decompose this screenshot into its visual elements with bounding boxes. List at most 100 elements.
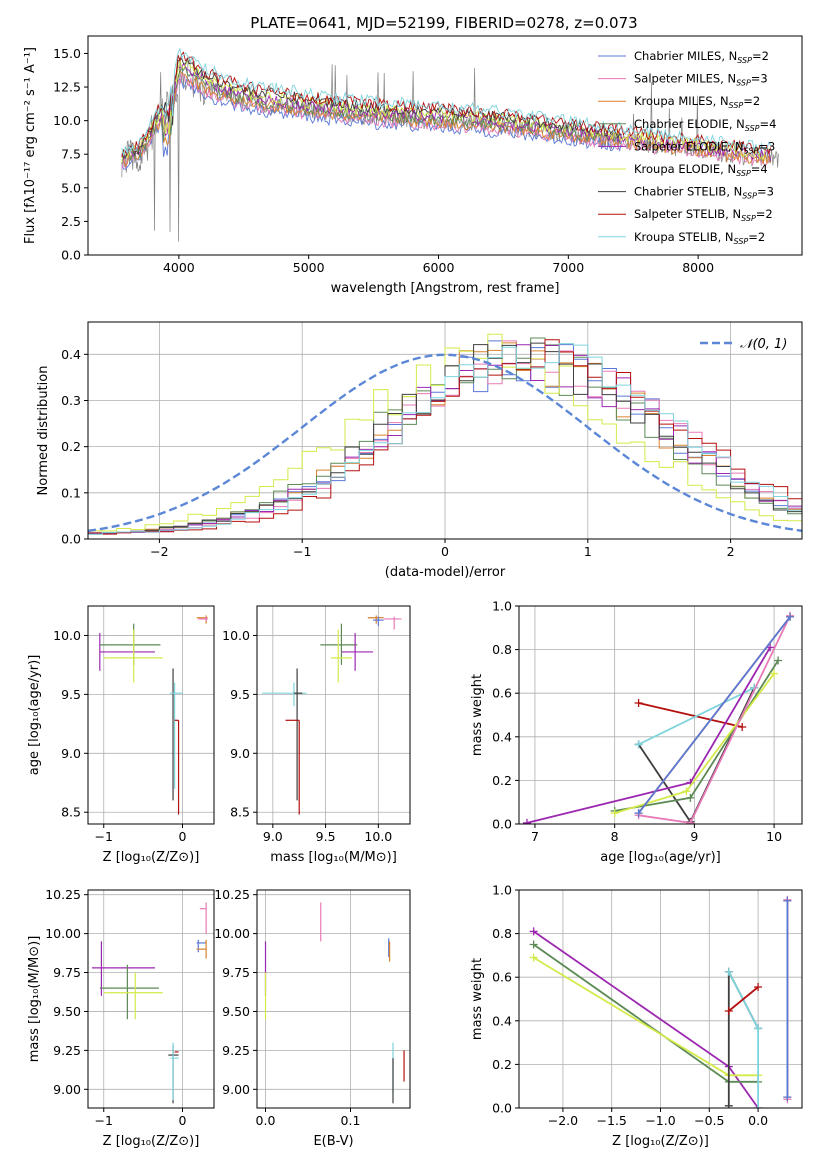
- series-point: [634, 809, 643, 818]
- residuals-xtick-label: 1: [584, 544, 592, 559]
- series-point: [529, 953, 538, 962]
- weight_vs_age-ytick-label: 1.0: [492, 599, 512, 614]
- mass_vs_Z-ytick-label: 9.75: [53, 965, 81, 980]
- spectrum-ytick-label: 2.5: [61, 214, 81, 229]
- age_vs_mass-ytick-label: 8.5: [230, 805, 250, 820]
- legend-label-chabrier-elodie: Chabrier ELODIE, NSSP=4: [634, 117, 776, 133]
- legend-sub: SSP: [736, 79, 751, 88]
- weight_vs_Z-ytick-label: 0.4: [492, 1013, 512, 1028]
- legend-sub: SSP: [741, 214, 756, 223]
- weight_vs_Z-ytick-label: 1.0: [492, 883, 512, 898]
- mass_vs_ebv-xtick-label: 0.1: [341, 1113, 361, 1128]
- spectrum-ytick-label: 0.0: [61, 248, 81, 263]
- residuals-ytick-label: 0.2: [61, 439, 81, 454]
- series-point: [724, 1006, 733, 1015]
- residuals-xtick-label: −1: [293, 544, 311, 559]
- mass_vs_ebv-panel: 0.0 0.1 9.00 9.25 9.50 9.75 10.00 10.25 E(B-V): [214, 887, 411, 1149]
- mass_vs_ebv-ytick-label: 9.00: [222, 1082, 250, 1097]
- spectrum-model-salpeter-stelib: [121, 51, 772, 158]
- series-point: [783, 896, 792, 905]
- age_vs_Z-xtick-label: 0: [179, 829, 187, 844]
- mass_vs_Z-errorbar-salpeter-miles: [199, 902, 207, 934]
- mass_vs_Z-ytick-label: 10.00: [45, 926, 81, 941]
- mass_vs_Z-panel: −1 0 9.00 9.25 9.50 9.75 10.00 10.25 Z [log₁₀(Z/…: [27, 887, 215, 1149]
- age_vs_Z-ytick-label: 9.0: [61, 746, 81, 761]
- age_vs_mass-ytick-label: 10.0: [222, 628, 250, 643]
- age_vs_Z-ytick-label: 8.5: [61, 805, 81, 820]
- weight_vs_Z-xlabel: Z [log₁₀(Z/Z⊙)]: [612, 1134, 709, 1149]
- series-point: [634, 740, 643, 749]
- age_vs_Z-ytick-label: 9.5: [61, 687, 81, 702]
- weight_vs_age-ytick-label: 0.6: [492, 686, 512, 701]
- age_vs_mass-errorbar-chabrier-miles: [373, 616, 384, 627]
- weight_vs_Z-xtick-label: −0.5: [694, 1113, 724, 1128]
- series-point: [754, 983, 763, 992]
- legend-suffix: =4: [751, 162, 768, 176]
- residuals-xtick-label: 2: [727, 544, 735, 559]
- weight_vs_Z-ytick-label: 0.0: [492, 1101, 512, 1116]
- age_vs_mass-ytick-label: 9.5: [230, 687, 250, 702]
- legend-label-salpeter-elodie: Salpeter ELODIE, NSSP=3: [634, 139, 775, 155]
- series-point: [770, 669, 779, 678]
- weight_vs_Z-plot-area: [529, 895, 792, 1108]
- weight_vs_age-xtick-label: 7: [531, 829, 539, 844]
- age_vs_Z-ylabel: age [log₁₀(age/yr)]: [27, 655, 42, 776]
- legend-sub: SSP: [745, 124, 760, 133]
- age_vs_mass-errorbar-kroupa-elodie: [330, 629, 352, 683]
- series-point: [610, 809, 619, 818]
- age_vs_Z-frame: [87, 605, 215, 825]
- legend-sub: SSP: [729, 101, 744, 110]
- legend-suffix: =3: [757, 185, 774, 199]
- legend-label-kroupa-elodie: Kroupa ELODIE, NSSP=4: [634, 162, 768, 178]
- spectrum-model-kroupa-stelib: [121, 47, 771, 156]
- weight_vs_age-xtick-label: 9: [690, 829, 698, 844]
- legend-suffix: =2: [756, 207, 773, 221]
- age_vs_Z-panel: −1 0 8.5 9.0 9.5 10.0 Z [log₁₀(Z/Z⊙)] age [log₁…: [27, 605, 215, 865]
- residuals-xtick-label: −2: [150, 544, 168, 559]
- spectrum-xlabel: wavelength [Angstrom, rest frame]: [331, 281, 560, 296]
- legend-suffix: =2: [743, 94, 760, 108]
- legend-sub: SSP: [736, 169, 751, 178]
- weight_vs_age-frame: [518, 605, 803, 825]
- weight_vs_age-ytick-label: 0.4: [492, 729, 512, 744]
- legend-sub: SSP: [734, 237, 749, 246]
- residuals-xlabel: (data-model)/error: [385, 565, 506, 580]
- legend-label-chabrier-stelib: Chabrier STELIB, NSSP=3: [634, 185, 774, 201]
- series-point: [682, 787, 691, 796]
- mass_vs_Z-xtick-label: −1: [95, 1113, 113, 1128]
- residuals-ytick-label: 0.1: [61, 485, 81, 500]
- spectrum-xtick-label: 8000: [682, 260, 714, 275]
- age_vs_Z-errorbar-salpeter-stelib: [174, 719, 180, 815]
- spectrum-frame: [87, 35, 803, 256]
- age_vs_Z-errorbar-salpeter-miles: [198, 616, 208, 622]
- weight_vs_Z-ytick-label: 0.2: [492, 1057, 512, 1072]
- weight_vs_age-series-kroupa-stelib: [634, 683, 759, 749]
- age_vs_mass-errorbar-salpeter-elodie: [341, 633, 374, 671]
- weight_vs_age-plot-area: [522, 611, 795, 824]
- legend-sub: SSP: [744, 146, 759, 155]
- age_vs_Z-ytick-label: 10.0: [53, 628, 81, 643]
- weight_vs_Z-series-chabrier-miles: [783, 896, 792, 1102]
- series-line: [728, 986, 759, 1012]
- mass_vs_ebv-ytick-label: 10.25: [214, 887, 250, 902]
- weight_vs_age-ytick-label: 0.2: [492, 773, 512, 788]
- series-point: [529, 927, 538, 936]
- mass_vs_ebv-ytick-label: 9.50: [222, 1004, 250, 1019]
- mass_vs_Z-xlabel: Z [log₁₀(Z/Z⊙)]: [103, 1134, 200, 1149]
- weight_vs_age-panel: 7 8 9 10 0.0 0.2 0.4 0.6 0.8 1.0 age [log₁₀(age/yr…: [470, 599, 803, 865]
- legend-label-salpeter-miles: Salpeter MILES, NSSP=3: [634, 72, 768, 88]
- mass_vs_ebv-ytick-label: 10.00: [214, 926, 250, 941]
- legend-suffix: =2: [752, 49, 769, 63]
- age_vs_Z-plot-area: [99, 615, 208, 815]
- mass_vs_ebv-frame: [256, 889, 411, 1109]
- age_vs_mass-errorbar-salpeter-stelib: [285, 719, 300, 815]
- mass_vs_Z-errorbar-kroupa-elodie: [103, 972, 163, 1020]
- mass_vs_ebv-ytick-label: 9.25: [222, 1043, 250, 1058]
- series-point: [724, 967, 733, 976]
- spectrum-xtick-label: 5000: [293, 260, 325, 275]
- weight_vs_age-xlabel: age [log₁₀(age/yr)]: [600, 850, 721, 865]
- legend-sub: SSP: [742, 192, 757, 201]
- mass_vs_Z-errorbar-kroupa-stelib: [170, 1042, 179, 1101]
- legend-label-kroupa-stelib: Kroupa STELIB, NSSP=2: [634, 230, 765, 246]
- mass_vs_Z-errorbar-kroupa-miles: [196, 939, 207, 959]
